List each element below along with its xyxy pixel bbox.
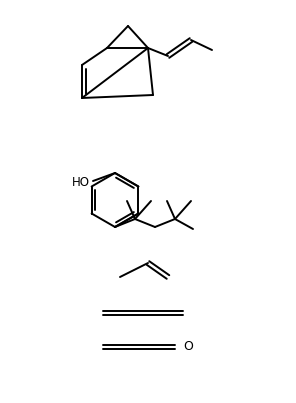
Text: HO: HO — [72, 177, 90, 189]
Text: O: O — [183, 341, 193, 353]
